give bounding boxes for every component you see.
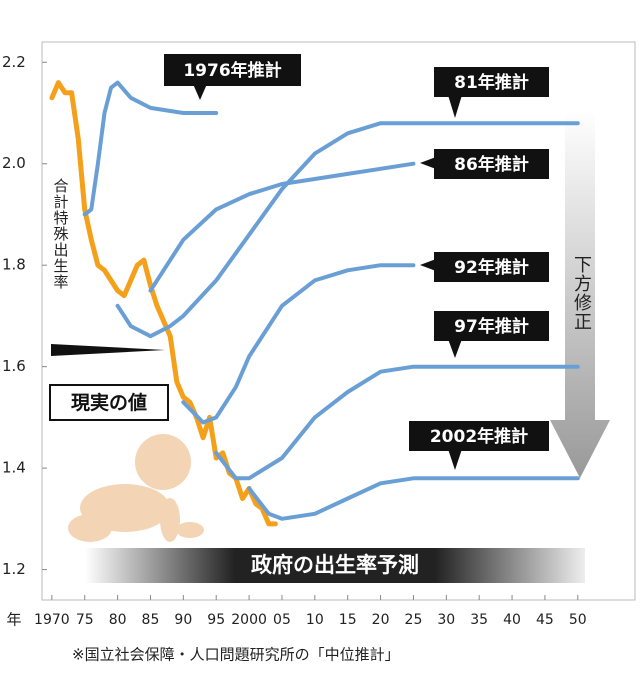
band — [85, 548, 585, 583]
x-tick-label: 40 — [503, 612, 521, 628]
down-arrow — [550, 110, 610, 478]
series-line — [82, 80, 219, 217]
x-tick-label: 90 — [174, 612, 192, 628]
x-tick-label: 30 — [437, 612, 455, 628]
series-line — [115, 121, 580, 339]
y-axis-label: 合計特殊出生率 — [52, 178, 70, 290]
x-tick-label: 20 — [372, 612, 390, 628]
x-unit: 年 — [6, 611, 21, 629]
series-line — [148, 161, 416, 293]
legend-label: 81年推計 — [454, 72, 529, 93]
x-tick-label: 2000 — [231, 612, 267, 628]
x-tick-label: 35 — [470, 612, 488, 628]
vertical-text: 下方修正 — [571, 255, 592, 331]
x-tick-label: 10 — [306, 612, 324, 628]
baby-illustration — [68, 434, 204, 542]
arrow-label: 下方修正 — [571, 255, 592, 331]
y-tick-label: 1.2 — [2, 560, 26, 578]
legend-label: 86年推計 — [454, 154, 529, 175]
label-pointer — [448, 339, 462, 358]
y-tick-label: 2.2 — [2, 53, 26, 71]
legend-box — [434, 67, 549, 97]
label-pointer — [420, 157, 436, 169]
legend-label: 1976年推計 — [183, 60, 281, 81]
series-line — [181, 263, 416, 425]
y-tick-label: 1.8 — [2, 256, 26, 274]
legend-label: 現実の値 — [71, 391, 147, 414]
y-tick-label: 1.6 — [2, 357, 26, 375]
plot-frame — [41, 41, 636, 601]
legend-label: 97年推計 — [454, 316, 529, 337]
x-tick-label: 85 — [142, 612, 160, 628]
y-tick-label: 2.0 — [2, 154, 26, 172]
label-pointer — [420, 259, 436, 271]
y-tick-label: 1.4 — [2, 459, 26, 477]
legend-box — [49, 384, 169, 421]
x-tick-label: 15 — [339, 612, 357, 628]
x-tick-label: 80 — [109, 612, 127, 628]
x-tick-label: 95 — [207, 612, 225, 628]
x-tick-label: 50 — [569, 612, 587, 628]
legend-box — [434, 311, 549, 341]
label-pointer — [193, 84, 207, 100]
series-line — [214, 364, 580, 481]
footnote: ※国立社会保障・人口問題研究所の「中位推計」 — [72, 646, 400, 664]
label-pointer — [448, 95, 462, 118]
legend-box — [164, 54, 301, 86]
x-tick-label: 75 — [76, 612, 94, 628]
legend-label: 2002年推計 — [430, 426, 528, 447]
label-pointer — [448, 449, 462, 470]
series-line — [247, 476, 580, 521]
legend-label: 92年推計 — [454, 257, 529, 278]
legend-box — [434, 149, 549, 179]
x-tick-label: 1970 — [34, 612, 70, 628]
x-tick-label: 25 — [405, 612, 423, 628]
series-line — [49, 80, 278, 527]
band-label: 政府の出生率予測 — [251, 553, 419, 577]
label-pointer — [51, 344, 165, 356]
legend-box — [409, 421, 549, 451]
x-tick-label: 05 — [273, 612, 291, 628]
x-tick-label: 45 — [536, 612, 554, 628]
vertical-text: 合計特殊出生率 — [52, 178, 70, 290]
legend-box — [434, 252, 549, 282]
